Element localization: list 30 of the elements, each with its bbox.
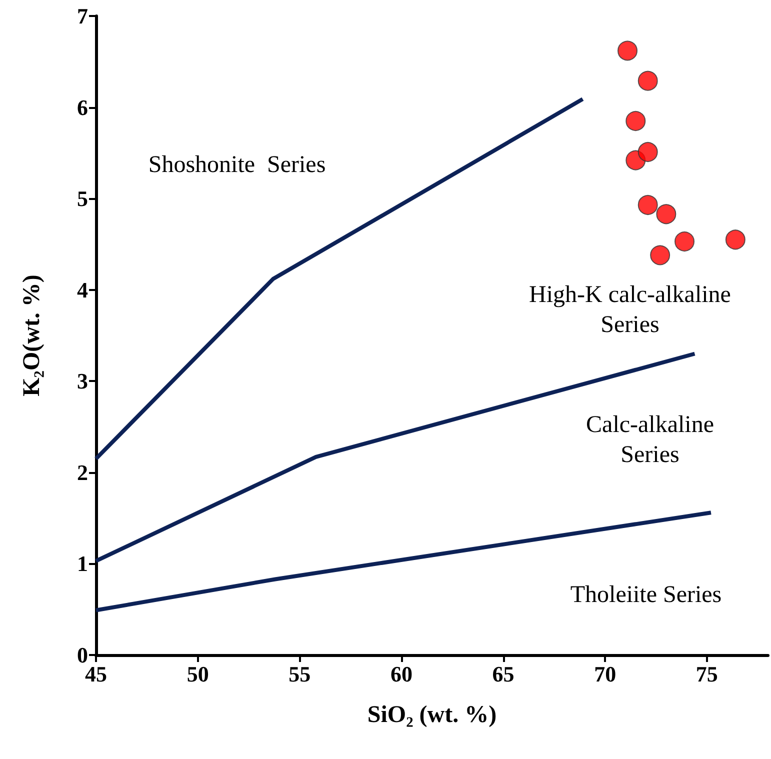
y-tick-label: 5 <box>77 186 88 212</box>
annotation: Shoshonite Series <box>148 152 326 178</box>
y-tick-label: 1 <box>77 551 88 576</box>
y-tick-label: 3 <box>77 368 88 394</box>
y-tick-label: 0 <box>77 642 88 668</box>
point <box>725 230 746 250</box>
x-tick-label: 55 <box>288 662 311 686</box>
x-axis-title: SiO₂ (wt. %) <box>367 702 497 728</box>
point <box>638 70 658 91</box>
annotation: High-K calc-alkaline Series <box>529 282 731 338</box>
point <box>650 245 670 266</box>
point <box>674 231 695 252</box>
point <box>656 204 676 224</box>
x-tick-label: 45 <box>85 662 107 686</box>
annotation: Tholeiite Series <box>570 582 722 608</box>
y-tick-label: 6 <box>77 94 88 120</box>
y-tick-label: 4 <box>77 277 88 302</box>
point <box>638 142 658 162</box>
x-tick-label: 65 <box>492 662 514 686</box>
x-tick-label: 75 <box>696 662 718 686</box>
annotation: Calc-alkaline Series <box>586 412 714 468</box>
x-tick-label: 60 <box>390 662 412 686</box>
x-tick-label: 70 <box>594 662 616 686</box>
point <box>638 194 658 215</box>
y-tick-label: 2 <box>77 460 88 485</box>
y-axis-title: K₂O(wt. %) <box>19 274 45 396</box>
point <box>618 40 638 61</box>
y-tick-label: 7 <box>77 4 88 28</box>
x-tick-label: 50 <box>186 662 209 686</box>
point <box>626 110 646 131</box>
